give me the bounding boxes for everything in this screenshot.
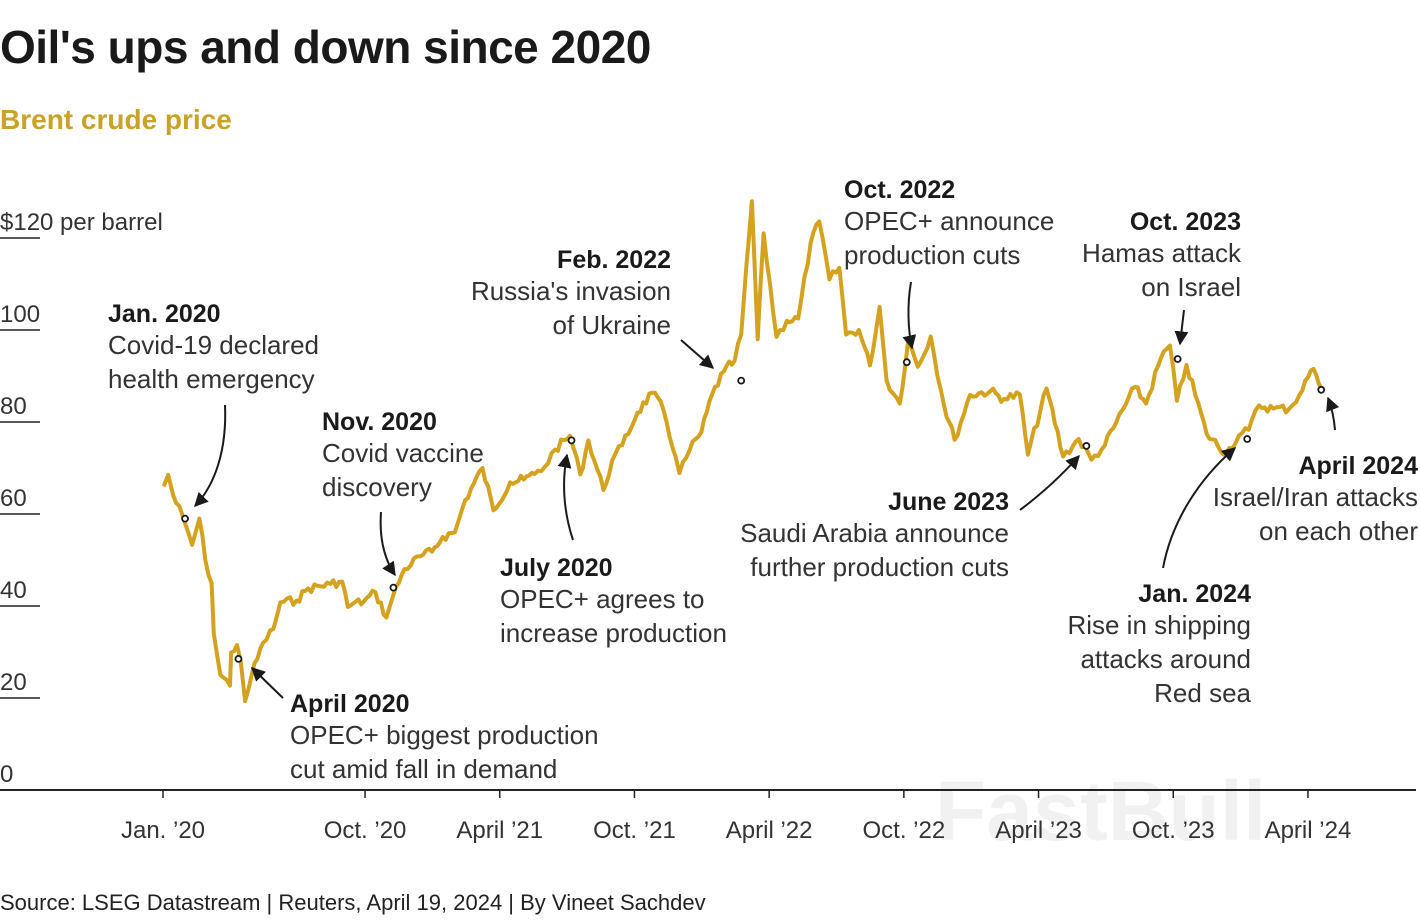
event-marker-jun2023: [1082, 442, 1091, 450]
arrow-nov2020: [379, 511, 396, 577]
x-tick-label: April ’22: [726, 817, 813, 844]
chart-subtitle: Brent crude price: [0, 104, 232, 135]
annotation-text: Red sea: [1154, 678, 1251, 708]
annotation-text: OPEC+ announce: [844, 206, 1054, 236]
x-tick-label: Jan. ’20: [121, 817, 205, 844]
y-tick-label: 40: [0, 577, 27, 604]
x-tick-label: Oct. ’23: [1132, 817, 1215, 844]
annotation-title: Oct. 2022: [844, 176, 955, 204]
x-tick-label: April ’21: [456, 817, 543, 844]
annotation-title: April 2020: [290, 690, 410, 718]
annotation-text: on Israel: [1141, 272, 1241, 302]
annotation-text: Hamas attack: [1082, 238, 1242, 268]
event-marker-oct2022: [902, 358, 911, 367]
annotation-text: Russia's invasion: [471, 276, 671, 306]
event-marker-jan2020: [181, 514, 189, 523]
arrow-jul2020: [557, 453, 574, 541]
watermark: FastBull: [935, 764, 1266, 858]
annotation-text: OPEC+ agrees to: [500, 584, 705, 614]
x-axis: Jan. ’20 Oct. ’20 April ’21 Oct. ’21 April ’…: [0, 789, 1416, 844]
event-marker-apr2020: [234, 655, 243, 663]
x-tick-label: April ’23: [995, 817, 1082, 844]
arrow-apr2024: [1326, 396, 1340, 431]
annotation-text: of Ukraine: [553, 310, 672, 340]
annotation-text: discovery: [322, 472, 432, 502]
y-tick-label: 100: [0, 301, 40, 328]
annotation-text: on each other: [1259, 516, 1418, 546]
y-tick-label: 80: [0, 393, 27, 420]
event-marker-jan2024: [1243, 435, 1252, 443]
annotation-text: Rise in shipping: [1067, 610, 1251, 640]
event-marker-jul2020: [567, 436, 576, 445]
event-marker-feb2022: [737, 376, 746, 385]
source-note: Source: LSEG Datastream | Reuters, April…: [0, 890, 706, 915]
annotation-title: June 2023: [888, 488, 1009, 516]
y-tick-label: $120 per barrel: [0, 209, 163, 236]
annotation-title: Oct. 2023: [1130, 208, 1241, 236]
x-tick-label: Oct. ’22: [862, 817, 945, 844]
arrow-jun2023: [1019, 454, 1080, 511]
y-tick-label: 0: [0, 761, 13, 788]
annotation-text: Covid-19 declared: [108, 330, 319, 360]
annotation-title: Jan. 2024: [1138, 580, 1251, 608]
x-tick-label: April ’24: [1265, 817, 1352, 844]
annotation-title: Feb. 2022: [557, 246, 671, 274]
annotation-text: Israel/Iran attacks: [1213, 482, 1418, 512]
event-marker-nov2020: [389, 583, 398, 592]
y-axis: $120 per barrel 100 80 60 40 20 0: [0, 209, 163, 788]
annotation-text: attacks around: [1080, 644, 1251, 674]
arrow-oct2022: [902, 281, 917, 350]
annotation-text: health emergency: [108, 364, 315, 394]
y-tick-label: 60: [0, 485, 27, 512]
annotation-title: April 2024: [1298, 452, 1418, 480]
annotation-text: increase production: [500, 618, 727, 648]
annotation-text: Covid vaccine: [322, 438, 484, 468]
annotation-text: production cuts: [844, 240, 1020, 270]
annotation-text: cut amid fall in demand: [290, 754, 557, 784]
event-marker-oct2023: [1173, 355, 1182, 363]
event-marker-apr2024: [1317, 385, 1326, 394]
event-markers: [181, 355, 1326, 663]
chart-title: Oil's ups and down since 2020: [0, 21, 651, 73]
y-tick-label: 20: [0, 669, 27, 696]
brent-price-line: [161, 199, 1323, 704]
arrow-apr2020: [250, 667, 284, 699]
annotation-text: further production cuts: [750, 552, 1009, 582]
arrow-oct2023: [1174, 309, 1189, 346]
arrow-jan2024: [1162, 447, 1237, 569]
annotation-title: Nov. 2020: [322, 408, 437, 436]
x-tick-label: Oct. ’20: [324, 817, 407, 844]
annotation-title: July 2020: [500, 554, 613, 582]
x-tick-label: Oct. ’21: [593, 817, 676, 844]
annotation-title: Jan. 2020: [108, 300, 221, 328]
annotation-text: Saudi Arabia announce: [740, 518, 1009, 548]
annotation-text: OPEC+ biggest production: [290, 720, 599, 750]
annotation-arrows: [194, 281, 1340, 699]
arrow-feb2022: [680, 339, 715, 369]
arrow-jan2020: [194, 404, 227, 508]
